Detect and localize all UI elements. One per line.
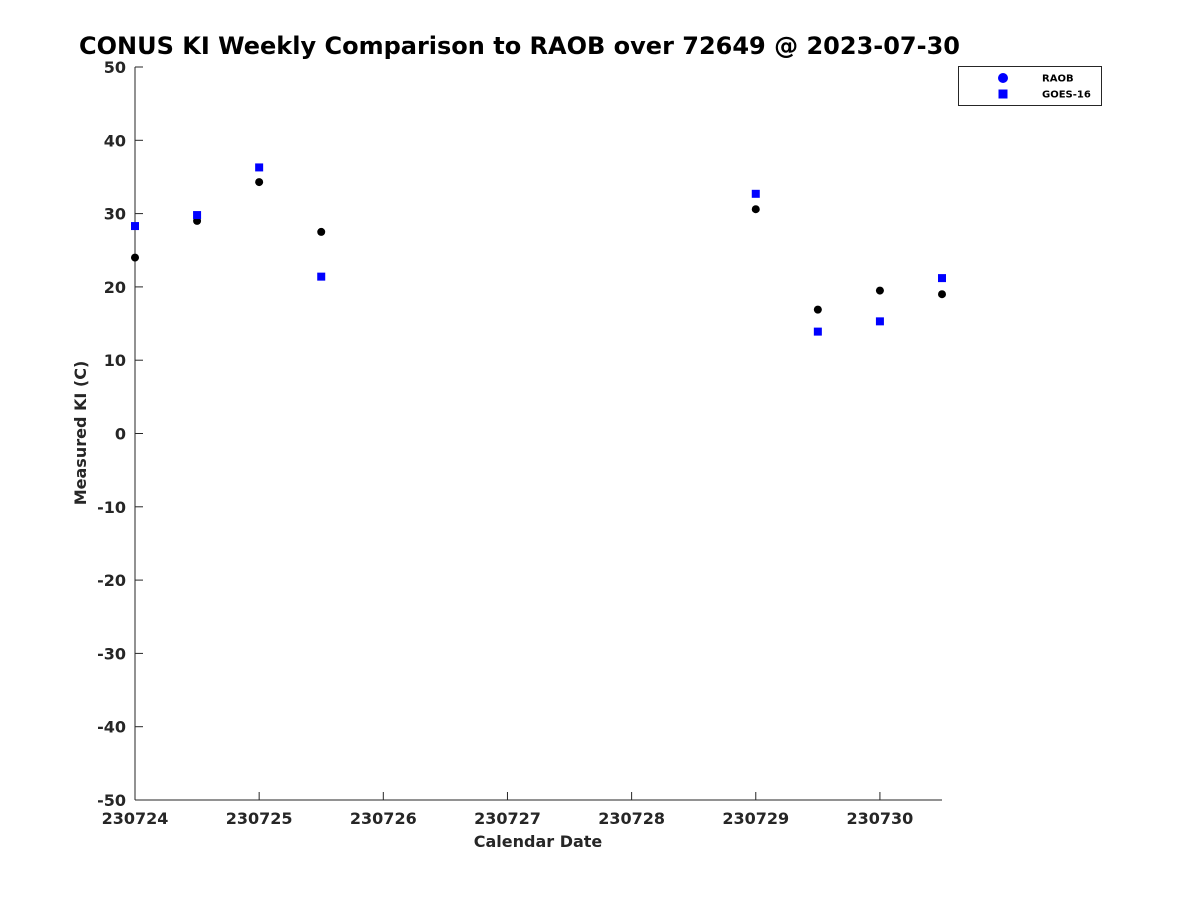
data-point-raob bbox=[317, 227, 326, 236]
data-point-goes-16 bbox=[813, 327, 822, 336]
data-point-goes-16 bbox=[751, 189, 760, 198]
legend-label-raob: RAOB bbox=[1042, 74, 1074, 85]
legend-label-goes16: GOES-16 bbox=[1042, 90, 1091, 101]
y-tick-label: -20 bbox=[97, 571, 126, 590]
x-tick-label: 230724 bbox=[102, 809, 169, 828]
y-tick-label: -10 bbox=[97, 498, 126, 517]
data-point-goes-16 bbox=[875, 317, 884, 326]
y-tick-label: -40 bbox=[97, 718, 126, 737]
y-tick-label: 20 bbox=[104, 278, 126, 297]
data-point-goes-16 bbox=[938, 274, 946, 283]
x-tick-label: 230729 bbox=[722, 809, 789, 828]
data-point-goes-16 bbox=[317, 272, 326, 281]
y-tick-label: 0 bbox=[115, 425, 126, 444]
data-point-raob bbox=[255, 178, 264, 187]
axes bbox=[134, 67, 942, 801]
x-axis-label: Calendar Date bbox=[474, 832, 603, 851]
data-point-raob bbox=[751, 205, 760, 214]
data-point-goes-16 bbox=[193, 211, 202, 220]
legend-square-marker-icon bbox=[998, 89, 1008, 99]
data-point-raob bbox=[813, 305, 822, 314]
y-tick-label: 40 bbox=[104, 131, 126, 150]
x-tick-label: 230728 bbox=[598, 809, 665, 828]
data-point-goes-16 bbox=[255, 163, 264, 172]
x-tick-label: 230730 bbox=[847, 809, 914, 828]
data-point-goes-16 bbox=[131, 222, 139, 231]
legend-box bbox=[958, 66, 1102, 106]
data-point-raob bbox=[875, 286, 884, 295]
chart-title: CONUS KI Weekly Comparison to RAOB over … bbox=[79, 32, 960, 60]
x-tick-label: 230726 bbox=[350, 809, 417, 828]
y-tick-label: 10 bbox=[104, 351, 126, 370]
y-tick-label: 30 bbox=[104, 205, 126, 224]
y-axis-label: Measured KI (C) bbox=[71, 361, 90, 506]
y-tick-label: -50 bbox=[97, 791, 126, 810]
data-point-raob bbox=[131, 253, 139, 262]
y-tick-label: 50 bbox=[104, 58, 126, 77]
legend: RAOB GOES-16 bbox=[958, 66, 1102, 106]
y-tick-label: -30 bbox=[97, 644, 126, 663]
data-point-raob bbox=[938, 290, 946, 299]
x-tick-label: 230725 bbox=[226, 809, 293, 828]
legend-circle-marker-icon bbox=[998, 73, 1008, 83]
x-tick-label: 230727 bbox=[474, 809, 541, 828]
